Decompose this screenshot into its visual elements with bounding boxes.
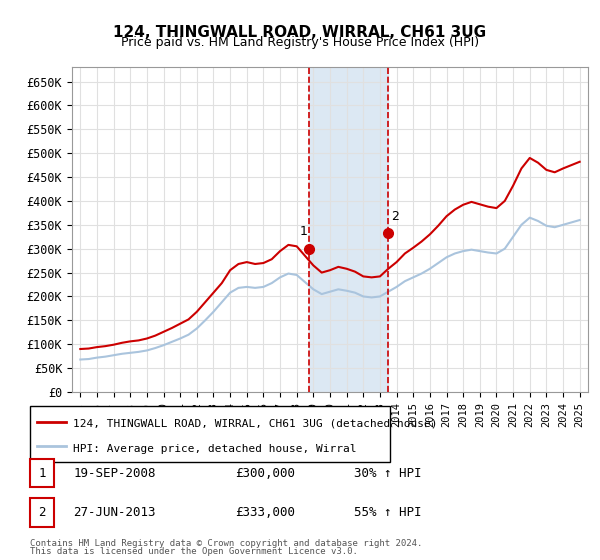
Text: 27-JUN-2013: 27-JUN-2013 (73, 506, 156, 519)
Bar (308, 67, 388, 392)
FancyBboxPatch shape (30, 406, 390, 462)
Text: HPI: Average price, detached house, Wirral: HPI: Average price, detached house, Wirr… (73, 444, 356, 454)
Text: 124, THINGWALL ROAD, WIRRAL, CH61 3UG (detached house): 124, THINGWALL ROAD, WIRRAL, CH61 3UG (d… (73, 419, 438, 429)
Text: This data is licensed under the Open Government Licence v3.0.: This data is licensed under the Open Gov… (30, 548, 358, 557)
Text: 124, THINGWALL ROAD, WIRRAL, CH61 3UG: 124, THINGWALL ROAD, WIRRAL, CH61 3UG (113, 25, 487, 40)
FancyBboxPatch shape (30, 459, 54, 487)
FancyBboxPatch shape (30, 498, 54, 526)
Text: £300,000: £300,000 (235, 466, 295, 480)
Text: 19-SEP-2008: 19-SEP-2008 (73, 466, 156, 480)
Text: Price paid vs. HM Land Registry's House Price Index (HPI): Price paid vs. HM Land Registry's House … (121, 36, 479, 49)
Text: Contains HM Land Registry data © Crown copyright and database right 2024.: Contains HM Land Registry data © Crown c… (30, 539, 422, 548)
Text: 2: 2 (38, 506, 46, 519)
Text: 30% ↑ HPI: 30% ↑ HPI (354, 466, 421, 480)
Text: 1: 1 (300, 225, 308, 239)
Text: 2: 2 (391, 209, 398, 222)
Text: 55% ↑ HPI: 55% ↑ HPI (354, 506, 421, 519)
Text: 1: 1 (38, 466, 46, 480)
Text: £333,000: £333,000 (235, 506, 295, 519)
